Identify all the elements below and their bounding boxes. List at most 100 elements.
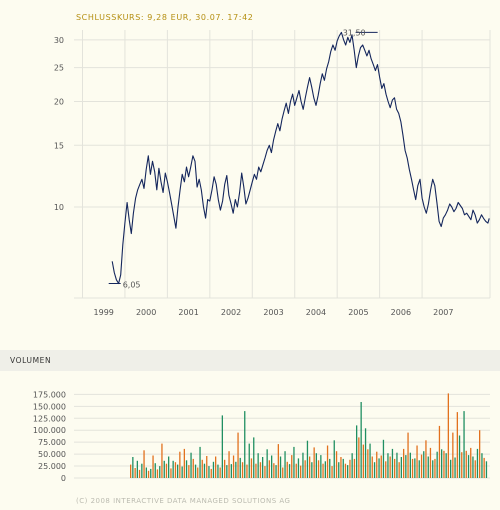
volume-bar [403, 448, 405, 478]
volume-bar [253, 437, 255, 478]
volume-bar [168, 456, 170, 478]
volume-bar [450, 459, 452, 478]
volume-tick-label: 150.000 [33, 402, 66, 411]
volume-bar [203, 463, 206, 478]
volume-bar [147, 470, 150, 478]
volume-bar [304, 460, 306, 478]
volume-bar [215, 456, 217, 478]
volume-bar [130, 464, 132, 478]
volume-bar [268, 460, 270, 478]
volume-bar [181, 466, 183, 478]
volume-bar [239, 457, 241, 478]
volume-bar [452, 432, 454, 478]
annotation-low-label: 6,05 [123, 280, 141, 289]
volume-bar [271, 455, 273, 478]
volume-bar [255, 463, 257, 478]
volume-bar [454, 457, 456, 478]
volume-bar [467, 455, 470, 478]
volume-bar [322, 463, 324, 478]
volume-tick-label: 100.000 [33, 426, 66, 435]
volume-bar [358, 437, 360, 478]
volume-bar [369, 443, 371, 478]
volume-bar [295, 463, 297, 478]
volume-bar [279, 456, 282, 478]
volume-bar [420, 454, 423, 478]
volume-bar [235, 461, 237, 478]
price-series-line [111, 31, 490, 285]
volume-bar [423, 451, 425, 478]
y-tick-label: 10 [54, 203, 64, 212]
volume-bar [199, 446, 201, 478]
volume-bar [241, 462, 244, 478]
volume-bar [456, 412, 458, 478]
copyright-footer: (C) 2008 INTERACTIVE DATA MANAGED SOLUTI… [76, 497, 291, 505]
volume-tick-label: 125.000 [33, 414, 66, 423]
volume-bar [210, 468, 212, 478]
volume-bar [143, 450, 145, 478]
volume-bar [398, 462, 400, 478]
volume-bar [344, 463, 347, 478]
volume-bar [288, 464, 291, 478]
volume-bar [373, 462, 376, 478]
volume-tick-label: 25.000 [38, 462, 66, 471]
volume-bar [371, 456, 373, 478]
volume-bar [150, 468, 152, 478]
volume-bar [485, 461, 488, 478]
volume-bar [378, 458, 380, 478]
volume-bar [405, 455, 407, 478]
volume-bar [376, 451, 378, 478]
volume-bar [244, 411, 246, 478]
volume-bar [138, 469, 141, 478]
volume-bar [212, 461, 215, 478]
volume-bar [470, 447, 472, 478]
volume-bar [389, 456, 391, 478]
volume-bar [154, 463, 156, 478]
volume-bar [183, 448, 185, 478]
y-tick-label: 25 [54, 64, 64, 73]
volume-bar [237, 432, 239, 478]
x-tick-label: 2001 [178, 308, 198, 317]
volume-tick-label: 50.000 [38, 450, 66, 459]
volume-bar [224, 459, 226, 478]
volume-bar [246, 464, 248, 478]
x-tick-label: 2007 [433, 308, 453, 317]
volume-bar [432, 460, 434, 478]
volume-bar [165, 463, 168, 478]
volume-bar [217, 464, 219, 478]
volume-bar [226, 465, 228, 478]
volume-bar [364, 428, 367, 478]
volume-bar [172, 460, 174, 478]
volume-bar [188, 465, 190, 478]
volume-bar [445, 453, 447, 478]
volume-bar [282, 467, 284, 478]
volume-tick-label: 0 [61, 474, 66, 483]
volume-bar [340, 457, 342, 478]
volume-bar [228, 451, 230, 478]
volume-bar [161, 443, 163, 478]
volume-bar [479, 430, 481, 478]
x-tick-label: 2002 [221, 308, 241, 317]
price-chart: 1999 2000 2001 2002 2003 2004 2005 2006 2007 10 15… [54, 28, 491, 317]
volume-bar [385, 461, 387, 478]
x-tick-label: 2000 [136, 308, 156, 317]
volume-bar [427, 456, 429, 478]
volume-bar [259, 462, 262, 478]
volume-bar [396, 452, 398, 478]
volume-bar [447, 393, 449, 478]
volume-bar [302, 452, 304, 478]
volume-bar [248, 443, 250, 478]
y-tick-label: 30 [54, 36, 64, 45]
volume-bar [264, 466, 266, 478]
volume-bar [159, 466, 161, 478]
volume-bar [309, 456, 311, 478]
volume-bar [320, 455, 322, 478]
x-tick-label: 2003 [263, 308, 283, 317]
x-tick-label: 1999 [94, 308, 114, 317]
y-tick-label: 15 [54, 141, 64, 150]
annotation-high-label: 31,50 [343, 28, 366, 37]
volume-bar [476, 448, 479, 478]
volume-bar [273, 463, 275, 478]
volume-bar [250, 458, 253, 478]
volume-bar [360, 402, 362, 478]
x-tick-label: 2006 [391, 308, 411, 317]
